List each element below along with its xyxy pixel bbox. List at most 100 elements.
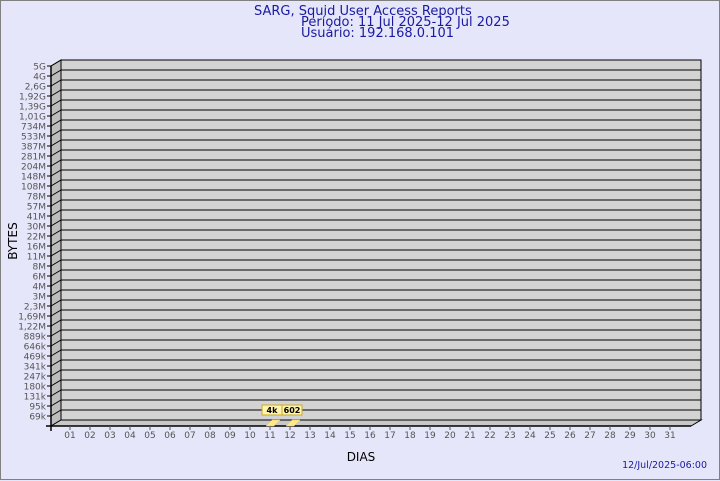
x-tick-label: 28 (604, 431, 616, 441)
x-tick-label: 20 (444, 431, 456, 441)
y-gridline-side (50, 89, 62, 97)
x-tick-label: 23 (504, 431, 515, 441)
y-tick-label: 108M (21, 183, 46, 193)
x-tick-label: 30 (644, 431, 656, 441)
y-gridline-side (50, 299, 62, 307)
y-gridline-side (50, 369, 62, 377)
y-gridline-side (50, 349, 62, 357)
y-gridline-side (50, 179, 62, 187)
y-gridline-side (50, 129, 62, 137)
bar-value-label: 4k (267, 406, 279, 415)
x-tick-label: 24 (524, 431, 536, 441)
x-tick-label: 22 (484, 431, 495, 441)
y-tick-label: 8M (33, 263, 47, 273)
y-gridline-side (50, 99, 62, 107)
y-gridline-side (50, 379, 62, 387)
y-tick-label: 148M (21, 173, 46, 183)
y-gridline-side (50, 329, 62, 337)
y-gridline-side (50, 359, 62, 367)
y-gridline-side (50, 399, 62, 407)
y-gridline-side (50, 309, 62, 317)
bar-value-label: 602 (284, 406, 301, 415)
x-tick-label: 06 (164, 431, 176, 441)
y-tick-label: 533M (21, 133, 46, 143)
x-tick-label: 02 (84, 431, 95, 441)
y-tick-label: 1,39G (19, 103, 46, 113)
x-tick-label: 14 (324, 431, 336, 441)
generated-timestamp: 12/Jul/2025-06:00 (622, 460, 707, 471)
x-tick-label: 21 (464, 431, 475, 441)
y-tick-label: 4G (33, 73, 46, 83)
y-tick-label: 247k (24, 373, 47, 383)
y-gridline-side (50, 389, 62, 397)
y-tick-label: 30M (27, 223, 46, 233)
y-gridline-side (50, 69, 62, 77)
chart-period: Período: 11 Jul 2025-12 Jul 2025 (301, 15, 510, 30)
y-tick-label: 1,69M (18, 313, 46, 323)
x-tick-label: 09 (224, 431, 236, 441)
y-gridline-side (50, 149, 62, 157)
x-tick-label: 11 (264, 431, 275, 441)
y-gridline-side (50, 269, 62, 277)
y-tick-label: 204M (21, 163, 46, 173)
x-tick-label: 13 (304, 431, 315, 441)
y-tick-label: 11M (27, 253, 46, 263)
x-axis-label: DIAS (347, 450, 376, 464)
x-tick-label: 18 (404, 431, 416, 441)
x-tick-label: 01 (64, 431, 75, 441)
y-gridline-side (50, 159, 62, 167)
y-gridline-side (50, 249, 62, 257)
y-gridline-side (50, 239, 62, 247)
x-tick-label: 10 (244, 431, 256, 441)
x-tick-label: 03 (104, 431, 115, 441)
y-gridline-side (50, 219, 62, 227)
x-tick-label: 04 (124, 431, 136, 441)
x-tick-label: 29 (624, 431, 636, 441)
x-tick-label: 16 (364, 431, 376, 441)
y-tick-label: 646k (24, 343, 47, 353)
y-gridline-side (50, 259, 62, 267)
bar-day-12 (285, 419, 301, 427)
y-gridline-side (50, 109, 62, 117)
y-tick-label: 469k (24, 353, 47, 363)
y-tick-label: 4M (33, 283, 47, 293)
x-tick-label: 15 (344, 431, 355, 441)
plot-floor (49, 419, 703, 427)
y-tick-label: 2,3M (24, 303, 46, 313)
y-gridline-side (50, 279, 62, 287)
x-tick-label: 12 (284, 431, 295, 441)
y-tick-label: 3M (33, 293, 47, 303)
y-gridline-side (50, 199, 62, 207)
chart-title: SARG, Squid User Access Reports (254, 4, 472, 19)
x-tick-label: 05 (144, 431, 155, 441)
y-tick-label: 889k (24, 333, 47, 343)
y-gridline-side (50, 79, 62, 87)
y-tick-label: 341k (24, 363, 47, 373)
y-tick-label: 281M (21, 153, 46, 163)
y-gridline-side (50, 409, 62, 417)
y-tick-label: 22M (27, 233, 46, 243)
y-tick-label: 2,6G (25, 83, 46, 93)
y-tick-label: 57M (27, 203, 46, 213)
y-gridline-side (50, 229, 62, 237)
x-tick-label: 08 (204, 431, 216, 441)
y-tick-label: 1,92G (19, 93, 46, 103)
y-gridline-side (50, 119, 62, 127)
x-tick-label: 25 (544, 431, 555, 441)
y-gridline-side (50, 139, 62, 147)
y-gridline-side (50, 209, 62, 217)
x-tick-label: 07 (184, 431, 195, 441)
bar-day-11 (265, 419, 281, 427)
y-tick-label: 131k (24, 393, 47, 403)
x-tick-label: 26 (564, 431, 576, 441)
y-tick-label: 41M (27, 213, 46, 223)
bar-label-box (281, 404, 303, 416)
y-tick-label: 1,01G (19, 113, 46, 123)
y-tick-label: 6M (33, 273, 47, 283)
y-gridline-side (50, 169, 62, 177)
y-tick-label: 387M (21, 143, 46, 153)
y-tick-label: 95k (29, 403, 46, 413)
y-gridline-side (50, 289, 62, 297)
